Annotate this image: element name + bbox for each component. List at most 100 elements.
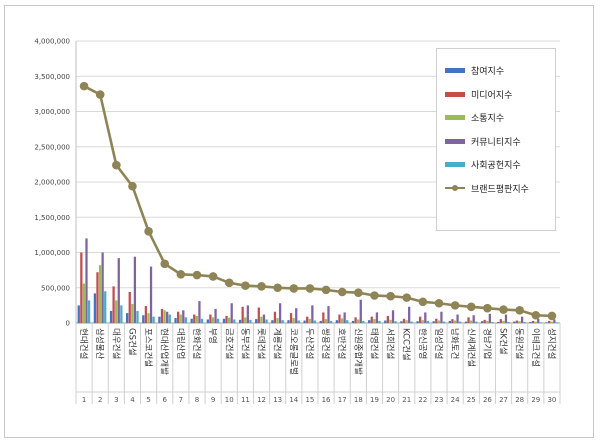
rank-label: 23: [435, 396, 444, 404]
brand-index-marker: [273, 283, 282, 293]
bar: [179, 314, 182, 323]
bar: [491, 321, 494, 323]
bar: [278, 303, 282, 323]
bar: [281, 320, 284, 323]
rank-label: 10: [225, 396, 234, 404]
bar: [80, 252, 83, 323]
category-label: 일성건설: [433, 328, 444, 359]
bar: [115, 300, 118, 323]
brand-index-marker: [499, 305, 508, 314]
bar: [128, 291, 131, 323]
bar: [416, 321, 419, 323]
brand-index-marker: [112, 160, 121, 170]
bar: [384, 320, 387, 323]
rank-label: 7: [179, 396, 183, 404]
brand-index-marker: [257, 282, 266, 291]
bar: [147, 313, 150, 323]
legend-item: 브랜드평판지수: [445, 177, 555, 201]
bar: [368, 320, 371, 323]
legend: 참여지수 미디어지수 소통지수 커뮤니티지수 사회공헌지수 브랜드평판지수: [436, 48, 556, 231]
brand-index-marker: [224, 278, 234, 288]
bar: [451, 319, 454, 323]
category-label: 태영건설: [368, 328, 379, 359]
category-label: 현대산업개발: [159, 328, 170, 375]
legend-line-swatch: [445, 185, 465, 192]
rank-label: 4: [130, 396, 135, 404]
bar: [126, 313, 129, 323]
rank-label: 22: [418, 396, 427, 404]
bar: [104, 291, 107, 323]
bar: [160, 308, 164, 323]
category-label: GS건설: [126, 328, 137, 356]
bar: [319, 320, 322, 323]
bar: [362, 320, 365, 323]
brand-index-marker: [144, 227, 153, 236]
bar: [262, 314, 266, 323]
bar: [109, 311, 113, 323]
bar: [142, 315, 145, 323]
bar: [117, 258, 120, 323]
brand-index-marker: [241, 281, 250, 290]
legend-swatch: [445, 162, 465, 168]
category-label: 한신공영: [417, 328, 428, 359]
brand-index-marker: [402, 293, 412, 302]
y-tick-label: 3,500,000: [34, 73, 70, 81]
brand-index-marker: [370, 291, 379, 300]
bar: [120, 305, 123, 323]
legend-label: 미디어지수: [471, 90, 513, 101]
category-label: 서희건설: [385, 328, 396, 359]
rank-label: 29: [531, 396, 540, 404]
bar: [295, 308, 298, 323]
y-tick-label: 0: [66, 320, 70, 328]
bar: [195, 315, 198, 323]
bar: [209, 314, 212, 323]
brand-index-marker: [321, 285, 331, 295]
bar: [442, 321, 446, 323]
legend-item: 참여지수: [445, 59, 555, 83]
brand-index-marker: [160, 259, 170, 269]
bar: [472, 315, 475, 323]
bar: [271, 320, 274, 323]
bar: [214, 308, 217, 323]
bar: [483, 319, 486, 323]
bar: [531, 320, 535, 323]
bar: [410, 321, 413, 323]
bar: [448, 320, 451, 323]
bar: [426, 320, 430, 323]
bar: [343, 312, 346, 323]
bar: [174, 318, 177, 323]
category-label: 동원건설: [514, 328, 525, 359]
rank-label: 16: [322, 396, 331, 404]
category-label: 삼성물산: [94, 328, 105, 359]
bar: [520, 316, 524, 323]
bar: [227, 317, 231, 323]
bar: [152, 316, 155, 323]
category-label: 이테크건설: [530, 328, 541, 367]
bar: [184, 317, 188, 323]
rank-label: 18: [354, 396, 363, 404]
rank-label: 8: [195, 396, 199, 404]
brand-index-marker: [305, 284, 315, 293]
bar: [176, 311, 180, 323]
bar: [340, 318, 344, 323]
bar: [306, 316, 309, 323]
category-label: 두산건설: [304, 328, 315, 359]
bar: [287, 320, 290, 323]
bar: [534, 321, 537, 323]
bar: [529, 321, 532, 323]
rank-label: 5: [146, 396, 150, 404]
bar: [255, 319, 258, 323]
legend-label: 참여지수: [471, 67, 505, 78]
bar: [144, 306, 148, 323]
bar: [497, 321, 500, 323]
bar: [405, 320, 408, 323]
bar: [246, 305, 249, 323]
bar: [370, 316, 373, 323]
bar: [308, 318, 311, 323]
bar: [464, 321, 468, 323]
category-label: 계룡건설: [272, 328, 283, 359]
rank-label: 12: [257, 396, 266, 404]
category-label: SK건설: [498, 328, 509, 355]
bar: [424, 312, 427, 323]
rank-label: 21: [402, 396, 411, 404]
